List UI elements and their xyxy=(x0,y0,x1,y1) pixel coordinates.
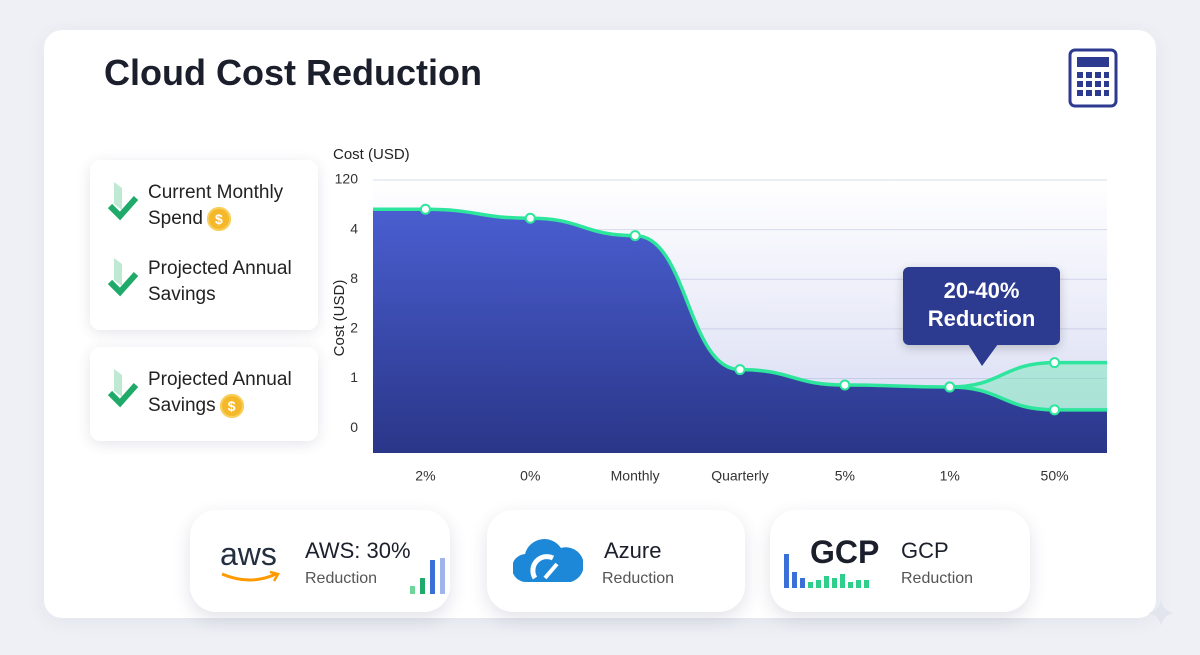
item-text: Projected Annual Savings xyxy=(148,369,292,416)
x-tick-label: 2% xyxy=(415,468,435,484)
coin-icon: $ xyxy=(219,393,244,418)
y-tick-label: 8 xyxy=(350,270,358,286)
chart: Cost (USD) Cost (USD) 120 4 8 2 1 0 2% 0% Monthl… xyxy=(331,146,1107,484)
item-text: Projected Annual Savings xyxy=(148,258,292,305)
sparkle xyxy=(1148,600,1174,626)
x-tick-label: 5% xyxy=(835,468,855,484)
check-icon xyxy=(108,369,139,408)
x-tick-label: Monthly xyxy=(611,468,660,484)
point xyxy=(419,203,431,215)
bar-icon xyxy=(410,558,445,594)
x-tick-label: 1% xyxy=(940,468,960,484)
point xyxy=(944,381,956,393)
coin-icon: $ xyxy=(206,206,231,231)
check-icon xyxy=(108,258,139,297)
card-item: Current Monthly Spend $ xyxy=(148,180,313,232)
page-title: Cloud Cost Reduction xyxy=(104,52,482,93)
annotation-box: 20-40% Reduction xyxy=(903,267,1060,345)
y-tick-label: 0 xyxy=(350,419,358,435)
provider-title: AWS: 30% xyxy=(305,538,411,563)
provider-subtitle: Reduction xyxy=(602,570,675,587)
point xyxy=(629,230,641,242)
point xyxy=(734,364,746,376)
provider-title: Azure xyxy=(604,538,662,563)
aws-smile xyxy=(221,570,280,582)
y-tick-label: 1 xyxy=(350,369,358,385)
item-text: Current Monthly Spend xyxy=(148,182,284,229)
bar-icon xyxy=(784,554,869,588)
provider-card: aws AWS: 30% Reduction xyxy=(190,510,450,612)
x-tick-label: 50% xyxy=(1041,468,1069,484)
annotation: 20-40% Reduction xyxy=(927,278,1036,331)
card-item: Projected Annual Savings $ xyxy=(148,367,313,419)
point xyxy=(839,379,851,391)
point xyxy=(524,212,536,224)
summary-card: Current Monthly Spend $ Projected Annual … xyxy=(90,160,318,330)
provider-card: Azure Reduction xyxy=(487,510,745,612)
annotation-pointer xyxy=(968,344,998,366)
y-tick-label: 4 xyxy=(350,220,358,236)
y-tick-label: 120 xyxy=(335,171,359,187)
provider-logo: GCP xyxy=(810,534,880,570)
savings-band xyxy=(949,362,1107,410)
summary-card: Projected Annual Savings $ xyxy=(90,347,318,441)
check-icon xyxy=(108,182,139,221)
x-tick-label: 0% xyxy=(520,468,540,484)
provider-logo: aws xyxy=(220,536,277,572)
calculator-icon xyxy=(1068,48,1118,108)
x-tick-label: Quarterly xyxy=(711,468,769,484)
chart-title: Cost (USD) xyxy=(333,146,410,163)
azure-icon xyxy=(513,539,583,583)
point xyxy=(1049,357,1061,369)
point xyxy=(1049,404,1061,416)
provider-card: GCP GCP Reduction xyxy=(770,510,1030,612)
y-tick-label: 2 xyxy=(350,320,358,336)
provider-subtitle: Reduction xyxy=(901,570,974,587)
line xyxy=(949,360,1107,389)
area-fill xyxy=(373,209,1107,453)
provider-title: GCP xyxy=(901,538,949,563)
y-axis-label: Cost (USD) xyxy=(331,280,348,357)
provider-subtitle: Reduction xyxy=(305,570,378,587)
